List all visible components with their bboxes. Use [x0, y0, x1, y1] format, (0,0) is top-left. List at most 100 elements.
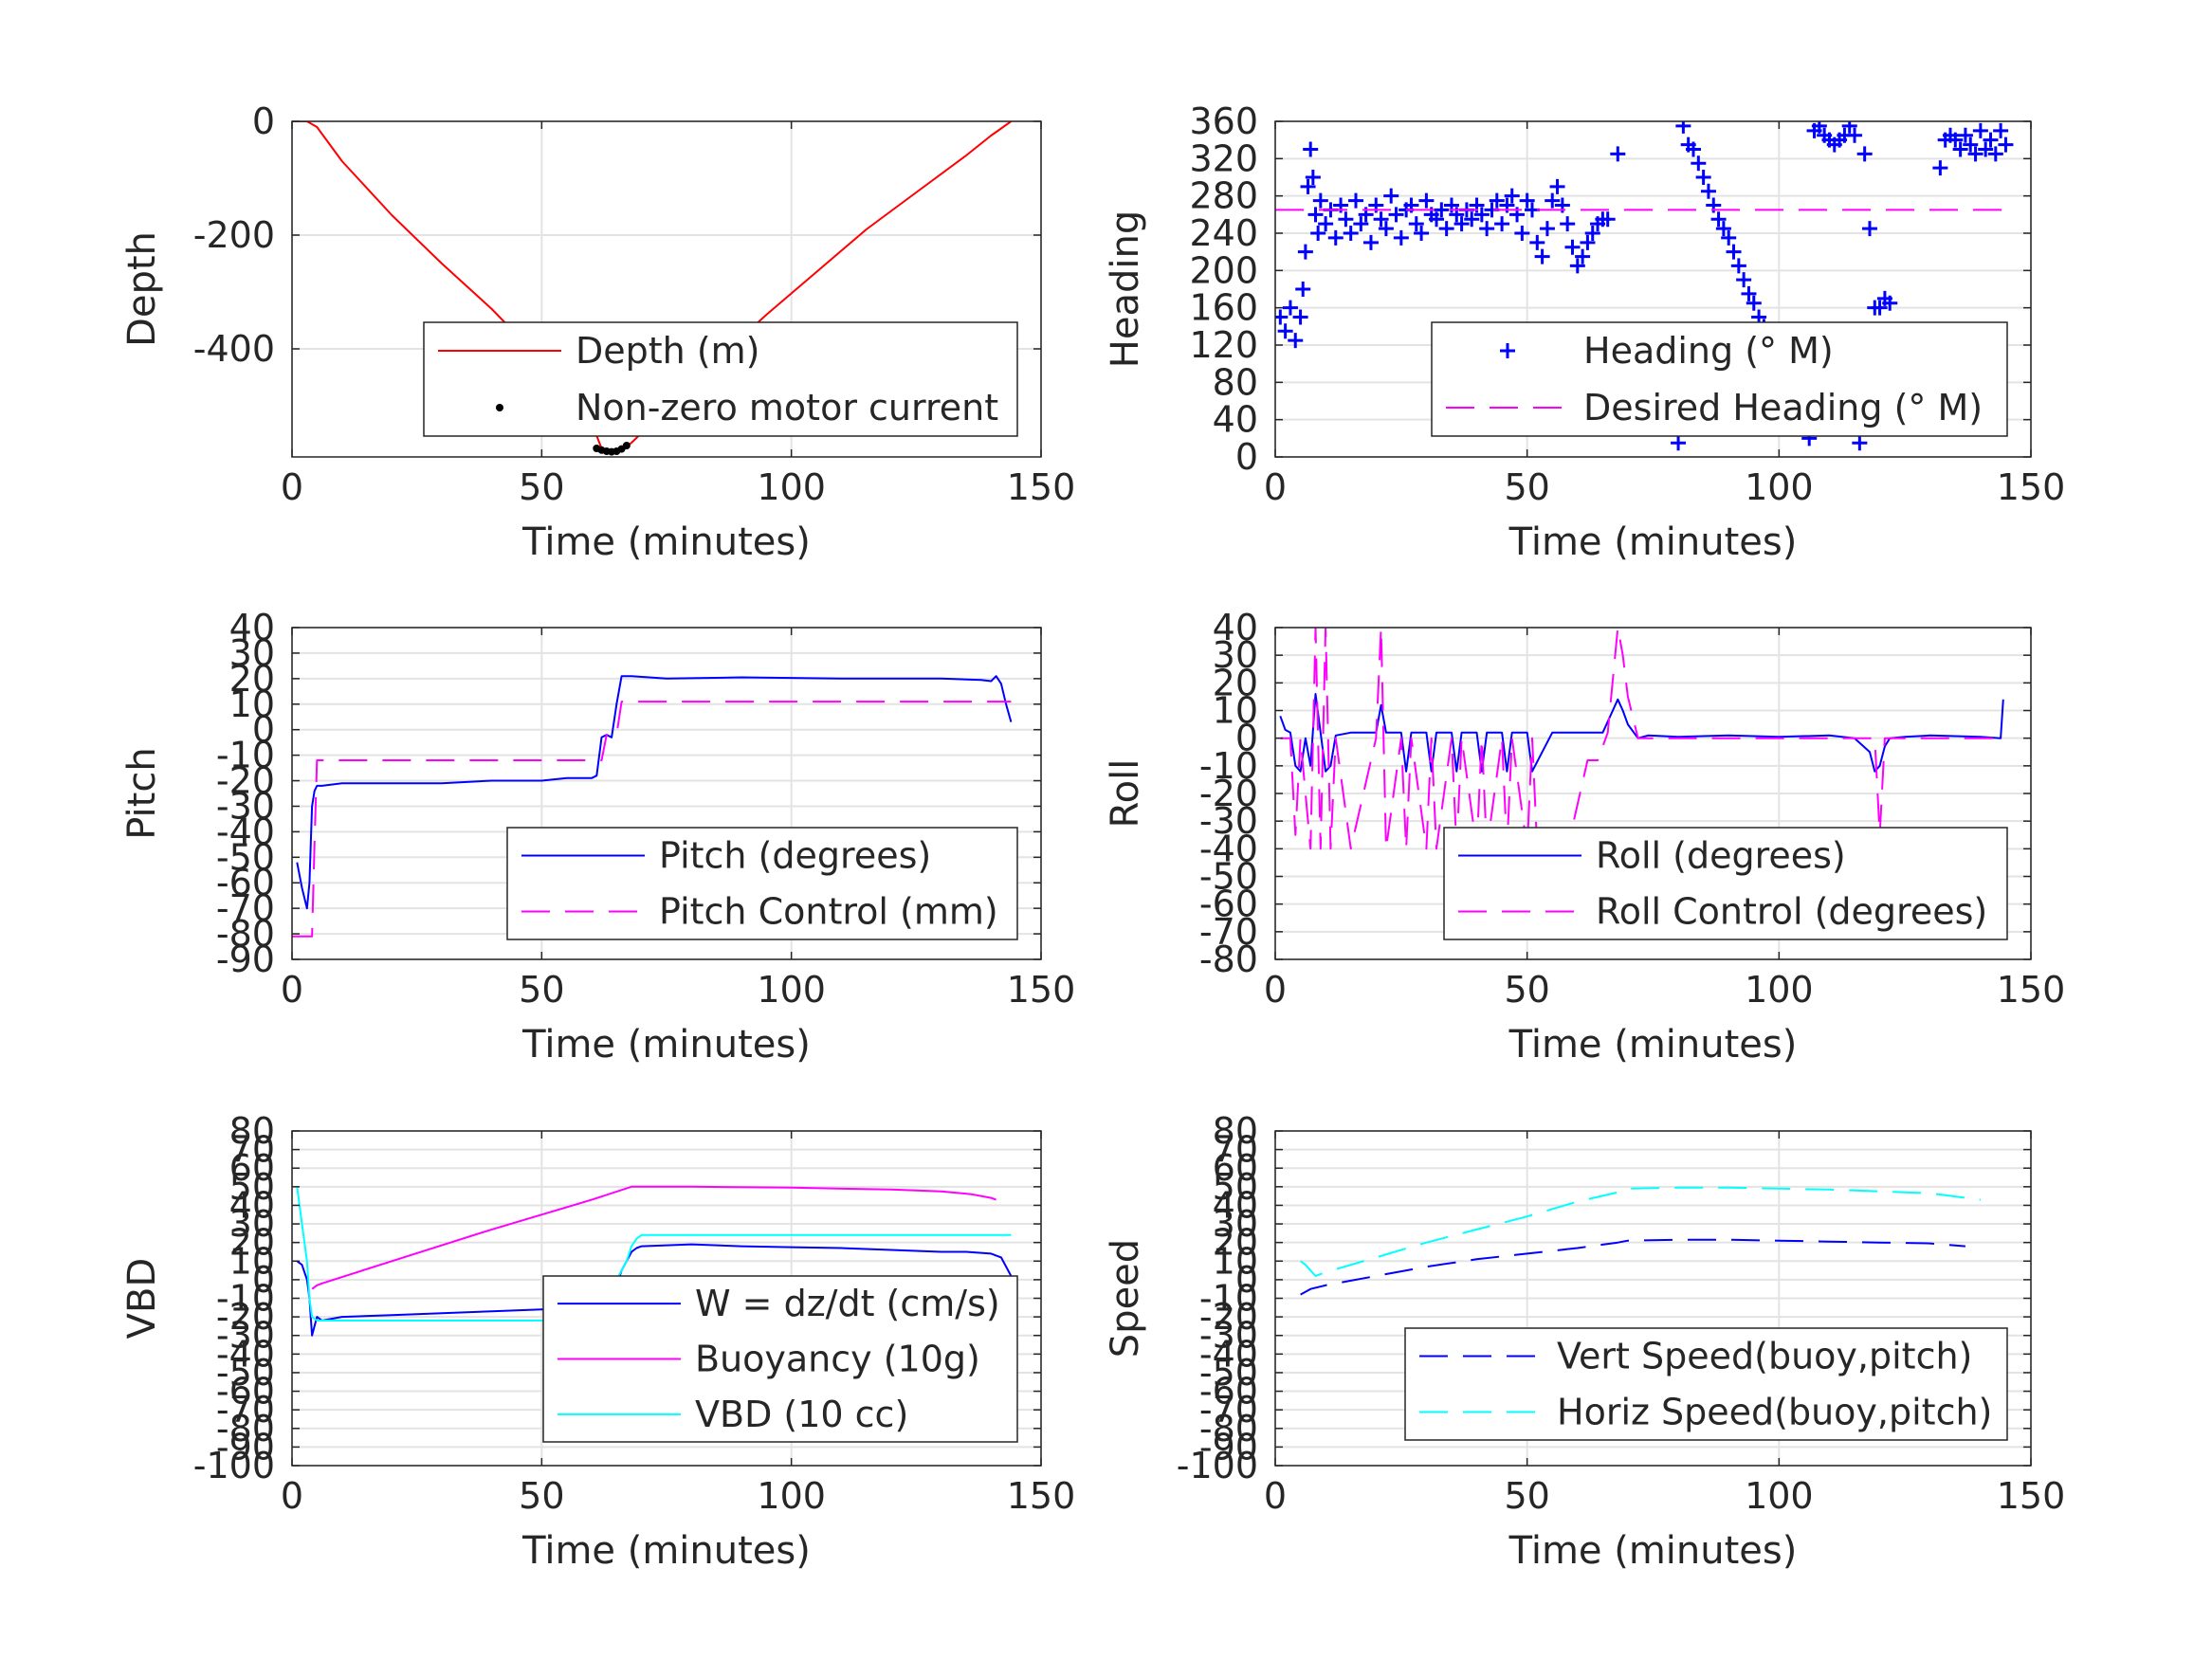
x-tick-label: 0: [281, 1475, 303, 1517]
data-point: [1348, 192, 1364, 209]
data-layer: [292, 675, 1013, 938]
series-line: [296, 675, 1013, 910]
y-tick-label: -90: [1199, 1426, 1258, 1468]
data-point: [1695, 170, 1711, 185]
y-axis-label: Depth: [120, 231, 164, 347]
data-point: [1987, 146, 2003, 162]
legend-box: [423, 321, 1018, 437]
legend-label: Heading (° M): [1583, 330, 1834, 372]
data-point: [1545, 192, 1561, 209]
y-tick-label: -70: [216, 1389, 275, 1431]
y-tick-label: -50: [1199, 1352, 1258, 1394]
series-line: [1300, 1186, 1982, 1277]
legend-vbd: W = dz/dt (cm/s) Buoyancy (10g) VBD (10 cc…: [542, 1275, 1018, 1443]
data-point: [1529, 234, 1545, 250]
series-line: [311, 1185, 996, 1290]
data-point: [1841, 121, 1857, 134]
panel-depth: 0 50 100 150 0 -200 -400 Time (minutes) Depth Dep…: [120, 100, 1075, 564]
data-point: [1453, 216, 1470, 232]
data-point: [1438, 221, 1454, 237]
data-point: [1978, 141, 1994, 157]
data-point: [1569, 258, 1585, 274]
y-tick-label: 80: [1213, 1110, 1258, 1152]
series-pitch-0: [296, 675, 1013, 910]
x-tick-label: 150: [1007, 466, 1076, 508]
data-point: [1852, 435, 1868, 451]
data-point: [1549, 178, 1565, 194]
data-point: [1686, 141, 1702, 157]
data-point: [1414, 226, 1430, 241]
axes-box: [291, 627, 1042, 960]
y-tick-label: 200: [1189, 249, 1258, 291]
panel-roll: 0 50 100 150403020100-10-20-30-40-50-60-70-…: [1104, 607, 2065, 1066]
y-tick-label: 80: [229, 1110, 275, 1152]
x-tick-label: 100: [1745, 969, 1814, 1011]
data-point: [1383, 188, 1399, 204]
x-axis-label: Time (minutes): [521, 1529, 811, 1573]
y-tick-label: -200: [193, 214, 275, 256]
y-tick-label: 40: [229, 607, 275, 648]
x-tick-label: 100: [1745, 466, 1814, 508]
x-tick-label: 100: [757, 1475, 826, 1517]
y-axis-label: Roll: [1104, 759, 1147, 829]
x-tick-label: 150: [1997, 1475, 2066, 1517]
data-point: [1730, 258, 1746, 274]
legend-box: [1431, 321, 2008, 437]
data-point: [1972, 122, 1988, 138]
y-tick-label: -40: [1199, 828, 1258, 869]
data-point: [1998, 137, 2014, 153]
data-point: [1318, 216, 1334, 232]
x-tick-label: 50: [1504, 969, 1549, 1011]
y-tick-label: -70: [1199, 1389, 1258, 1431]
x-tick-label: 100: [757, 969, 826, 1011]
legend-label: Vert Speed(buoy,pitch): [1557, 1336, 1972, 1377]
y-tick-label: -20: [216, 760, 275, 802]
legend-label: Desired Heading (° M): [1583, 387, 1983, 428]
series-speed-1: [1300, 1186, 1982, 1277]
data-point: [1277, 323, 1293, 339]
y-tick-label: -90: [216, 939, 275, 980]
data-point: [1393, 229, 1409, 246]
x-tick-label: 0: [1264, 969, 1287, 1011]
data-point: [1584, 226, 1600, 241]
y-tick-label: 10: [1213, 690, 1258, 732]
data-point: [1675, 121, 1691, 134]
y-tick-label: 160: [1189, 287, 1258, 329]
x-tick-label: 50: [1504, 1475, 1549, 1517]
y-tick-label: -90: [216, 1426, 275, 1468]
legend-label: Pitch (degrees): [659, 835, 931, 877]
data-point: [1343, 226, 1359, 241]
y-tick-label: 20: [229, 1222, 275, 1264]
legend-label: Horiz Speed(buoy,pitch): [1557, 1392, 1992, 1433]
x-axis-label: Time (minutes): [1508, 1529, 1798, 1573]
y-tick-label: 0: [1235, 1259, 1258, 1301]
y-tick-label: -100: [1177, 1445, 1258, 1486]
data-point: [1353, 216, 1369, 232]
data-point: [1297, 244, 1313, 260]
y-tick-label: 10: [229, 1240, 275, 1282]
x-tick-label: 50: [1504, 466, 1549, 508]
series-line: [1300, 1238, 1965, 1296]
legend-label: VBD (10 cc): [695, 1394, 908, 1435]
data-point: [1473, 207, 1490, 223]
x-tick-label: 150: [1007, 1475, 1076, 1517]
data-point: [1715, 221, 1731, 237]
panel-vbd: 0 50 100 15080706050403020100-10-20-30-40-5…: [120, 1110, 1075, 1573]
data-point: [1575, 248, 1591, 264]
data-point: [1700, 183, 1716, 199]
y-tick-label: 240: [1189, 212, 1258, 254]
data-point: [1882, 295, 1898, 311]
y-tick-label: -80: [1199, 939, 1258, 980]
legend-label: Pitch Control (mm): [659, 891, 998, 933]
data-point: [1811, 121, 1827, 134]
y-tick-label: -60: [1199, 884, 1258, 925]
data-point: [1671, 435, 1687, 451]
data-point: [622, 442, 631, 449]
y-tick-label: -30: [216, 1315, 275, 1357]
y-tick-label: -80: [216, 1408, 275, 1449]
y-tick-label: 20: [1213, 662, 1258, 703]
data-point: [1564, 239, 1581, 255]
y-tick-label: 40: [1213, 607, 1258, 648]
y-tick-label: 20: [229, 658, 275, 700]
